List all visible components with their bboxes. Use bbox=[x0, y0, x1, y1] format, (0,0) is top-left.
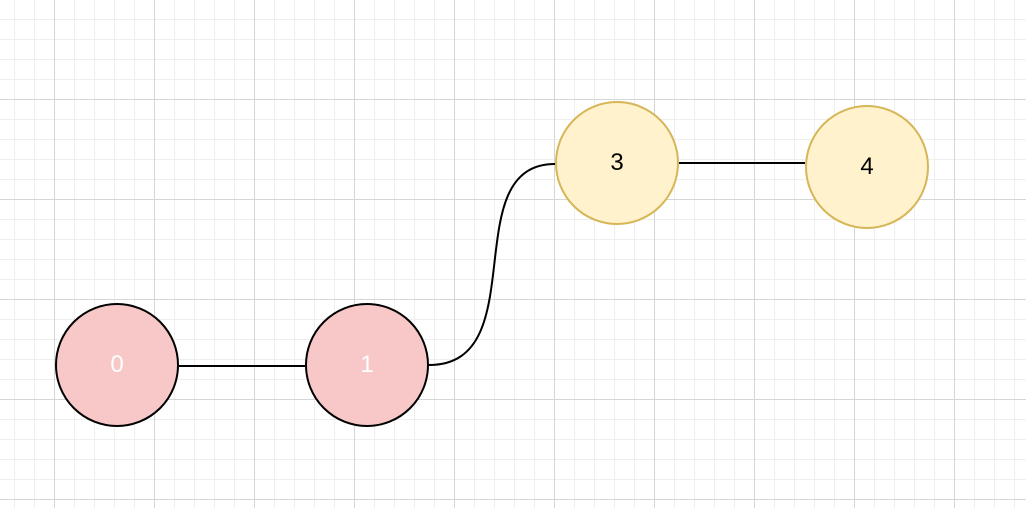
node-0[interactable]: 0 bbox=[55, 303, 179, 427]
node-3-label: 3 bbox=[610, 149, 624, 176]
node-0-label: 0 bbox=[110, 351, 124, 378]
node-1[interactable]: 1 bbox=[305, 303, 429, 427]
edge-1-3 bbox=[428, 163, 556, 366]
node-3[interactable]: 3 bbox=[555, 101, 679, 225]
node-4[interactable]: 4 bbox=[805, 105, 929, 229]
node-4-label: 4 bbox=[860, 153, 874, 180]
node-1-label: 1 bbox=[360, 351, 374, 378]
